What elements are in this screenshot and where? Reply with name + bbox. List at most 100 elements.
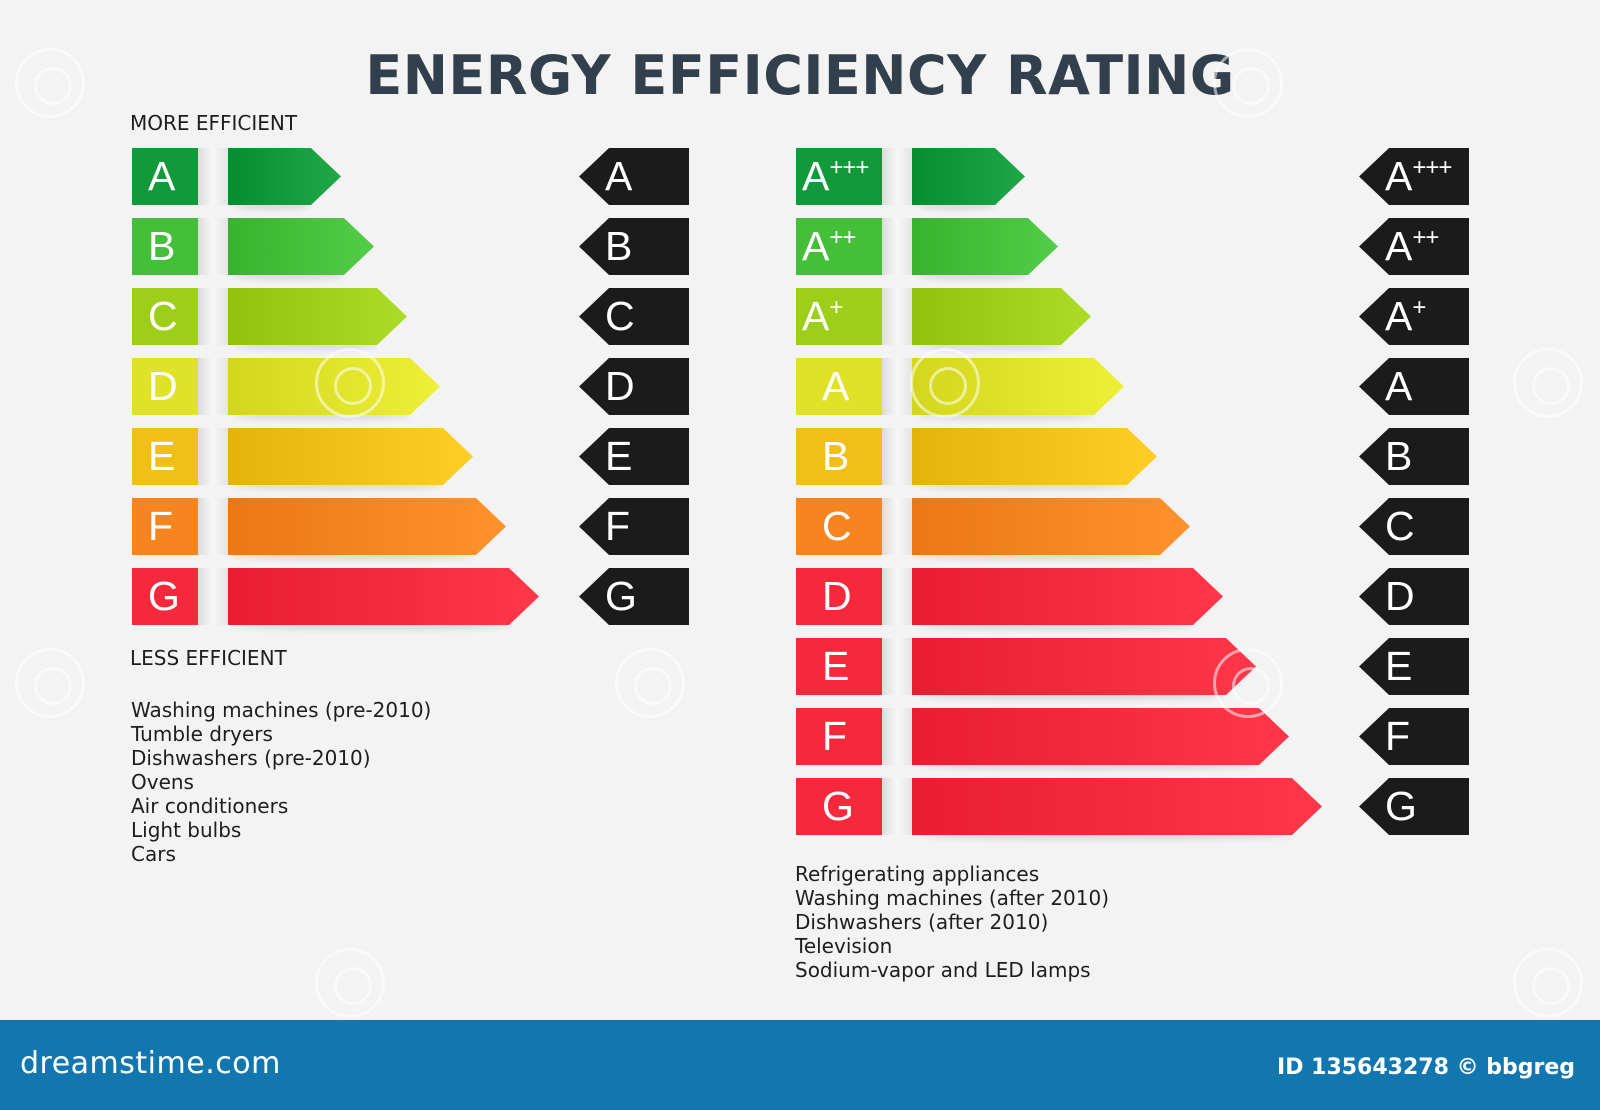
- class-label-box: A: [796, 358, 882, 415]
- class-separator: [198, 288, 228, 345]
- class-arrow: [228, 288, 407, 345]
- watermark-spiral-icon: [1213, 48, 1283, 118]
- watermark-spiral-icon: [910, 348, 980, 418]
- class-arrow: [912, 148, 1025, 205]
- class-label-box: B: [796, 428, 882, 485]
- class-label-box: E: [132, 428, 198, 485]
- watermark-spiral-icon: [1213, 648, 1283, 718]
- class-rating-badge: E: [579, 428, 689, 485]
- class-label-box: G: [132, 568, 198, 625]
- class-rating-badge: A+: [1359, 288, 1469, 345]
- appliance-item: Dishwashers (pre-2010): [131, 746, 371, 770]
- watermark-spiral-icon: [315, 348, 385, 418]
- class-label-letter: E: [148, 433, 176, 479]
- class-rating-badge: G: [1359, 778, 1469, 835]
- less-efficient-caption: LESS EFFICIENT: [130, 646, 287, 670]
- class-separator: [882, 568, 912, 625]
- badge-letter: A: [1385, 293, 1413, 339]
- appliance-item: Washing machines (after 2010): [795, 886, 1110, 910]
- class-separator: [882, 498, 912, 555]
- class-separator: [198, 218, 228, 275]
- appliance-item: Refrigerating appliances: [795, 862, 1040, 886]
- watermark-spiral-icon: [1513, 348, 1583, 418]
- appliance-item: Dishwashers (after 2010): [795, 910, 1049, 934]
- class-separator: [198, 568, 228, 625]
- arrow-shadow: [918, 342, 1061, 350]
- arrow-shadow: [234, 342, 377, 350]
- class-label-plus: ++: [829, 224, 856, 251]
- class-label-letter: F: [148, 503, 174, 549]
- class-label-letter: A: [822, 363, 850, 409]
- class-label-box: A: [132, 148, 198, 205]
- class-label-letter: C: [148, 293, 178, 339]
- footer-brand[interactable]: dreamstime.com: [20, 1046, 281, 1081]
- class-rating-badge: A++: [1359, 218, 1469, 275]
- class-rating-badge: C: [579, 288, 689, 345]
- appliance-item: Light bulbs: [131, 818, 242, 842]
- class-separator: [882, 428, 912, 485]
- watermark-spiral-icon: [615, 648, 685, 718]
- class-arrow: [912, 778, 1322, 835]
- badge-letter: B: [605, 223, 633, 269]
- badge-letter: G: [1385, 783, 1417, 829]
- arrow-shadow: [234, 202, 311, 210]
- appliance-item: Tumble dryers: [131, 722, 273, 746]
- class-label-box: A+++: [796, 148, 882, 205]
- class-rating-badge: A: [579, 148, 689, 205]
- arrow-shadow: [918, 412, 1094, 420]
- class-label-letter: G: [822, 783, 854, 829]
- class-rating-badge: F: [579, 498, 689, 555]
- class-label-letter: F: [822, 713, 848, 759]
- class-label-letter: A: [148, 153, 176, 199]
- arrow-shadow: [918, 202, 995, 210]
- class-separator: [882, 708, 912, 765]
- class-rating-badge: D: [579, 358, 689, 415]
- badge-plus: +++: [1412, 154, 1452, 181]
- class-label-box: D: [132, 358, 198, 415]
- badge-letter: A: [1385, 153, 1413, 199]
- badge-letter: G: [605, 573, 637, 619]
- class-rating-badge: B: [1359, 428, 1469, 485]
- arrow-shadow: [918, 762, 1259, 770]
- appliance-item: Ovens: [131, 770, 194, 794]
- arrow-shadow: [918, 832, 1292, 840]
- badge-letter: A: [605, 153, 633, 199]
- watermark-spiral-icon: [315, 948, 385, 1018]
- class-separator: [198, 148, 228, 205]
- arrow-shadow: [234, 412, 410, 420]
- class-label-plus: +++: [829, 154, 869, 181]
- class-rating-badge: C: [1359, 498, 1469, 555]
- class-label-box: C: [132, 288, 198, 345]
- class-label-box: E: [796, 638, 882, 695]
- class-label-letter: A: [802, 293, 830, 339]
- class-arrow: [228, 428, 473, 485]
- arrow-shadow: [234, 552, 476, 560]
- class-label-letter: D: [148, 363, 178, 409]
- class-arrow: [228, 218, 374, 275]
- badge-letter: F: [605, 503, 631, 549]
- appliance-item: Washing machines (pre-2010): [131, 698, 432, 722]
- arrow-shadow: [234, 622, 509, 630]
- class-label-letter: D: [822, 573, 852, 619]
- appliance-item: Television: [795, 934, 893, 958]
- badge-letter: A: [1385, 223, 1413, 269]
- class-rating-badge: D: [1359, 568, 1469, 625]
- class-arrow: [228, 498, 506, 555]
- class-separator: [198, 498, 228, 555]
- appliance-list-old-scale: Washing machines (pre-2010) Tumble dryers…: [131, 698, 431, 866]
- class-label-letter: B: [822, 433, 850, 479]
- class-separator: [198, 428, 228, 485]
- footer-bar: dreamstime.com ID 135643278 © bbgreg: [0, 1020, 1600, 1110]
- class-separator: [882, 638, 912, 695]
- badge-letter: D: [605, 363, 635, 409]
- class-arrow: [912, 428, 1157, 485]
- badge-letter: D: [1385, 573, 1415, 619]
- appliance-item: Air conditioners: [131, 794, 289, 818]
- class-label-box: D: [796, 568, 882, 625]
- class-label-box: A++: [796, 218, 882, 275]
- badge-letter: A: [1385, 363, 1413, 409]
- class-separator: [882, 288, 912, 345]
- class-label-letter: B: [148, 223, 176, 269]
- arrow-shadow: [234, 272, 344, 280]
- footer-image-id: ID 135643278 © bbgreg: [1277, 1055, 1575, 1080]
